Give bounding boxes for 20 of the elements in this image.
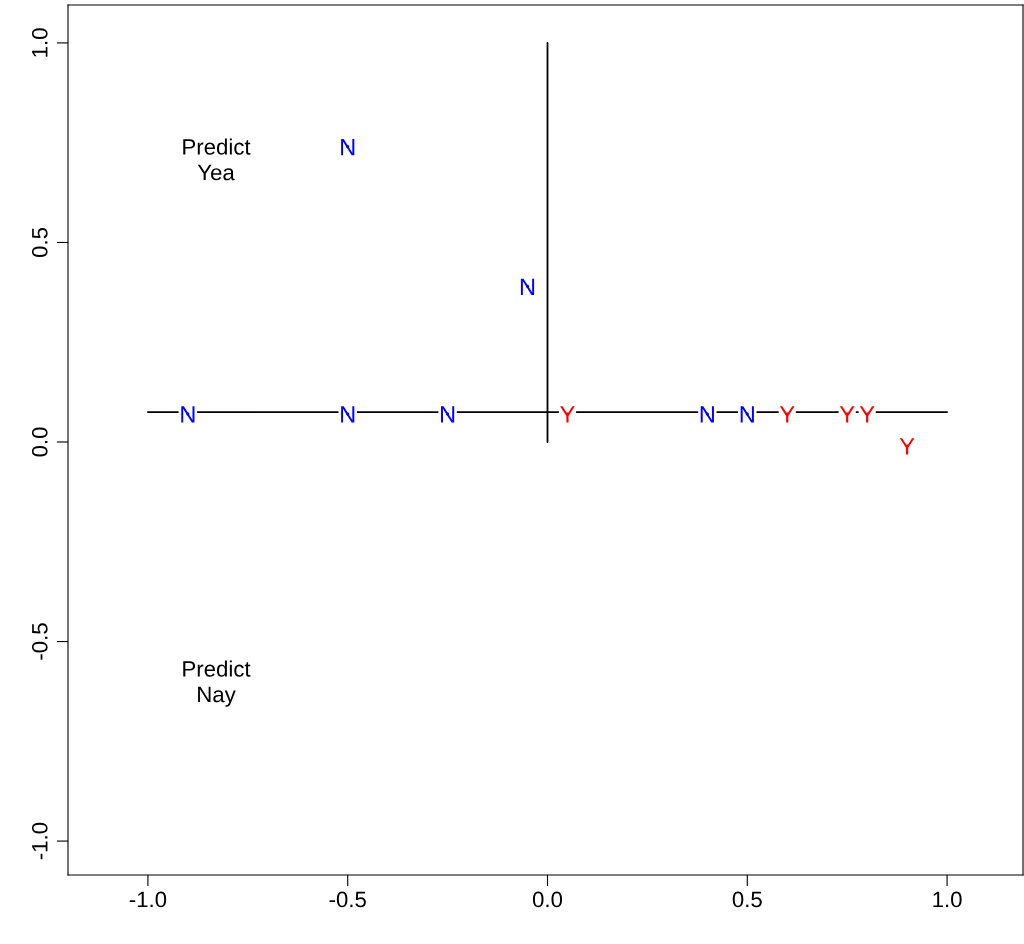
text: N bbox=[181, 406, 195, 423]
x-tick-label: -0.5 bbox=[329, 891, 366, 908]
y-tick-label: -0.5 bbox=[31, 623, 48, 660]
x-tick-label: 1.0 bbox=[933, 891, 962, 908]
y-tick-label: 0.0 bbox=[31, 427, 48, 457]
text: N bbox=[520, 278, 535, 295]
y-tick-label: 0.5 bbox=[31, 227, 48, 258]
series-label: N bbox=[341, 138, 355, 156]
text: N bbox=[441, 406, 455, 423]
x-tick-label: -1.0 bbox=[129, 891, 167, 908]
text: Y bbox=[560, 406, 575, 423]
text: N bbox=[740, 406, 754, 423]
text: N bbox=[700, 406, 714, 423]
y-tick-label: 1.0 bbox=[31, 28, 48, 57]
annotation: Predict Nay bbox=[183, 660, 251, 707]
x-tick-label: 0.5 bbox=[732, 891, 762, 908]
annotation: Predict Yea bbox=[183, 138, 251, 181]
x-tick-label: 0.0 bbox=[532, 891, 563, 908]
text: N bbox=[341, 406, 355, 423]
y-tick-label: -1.0 bbox=[31, 822, 48, 860]
